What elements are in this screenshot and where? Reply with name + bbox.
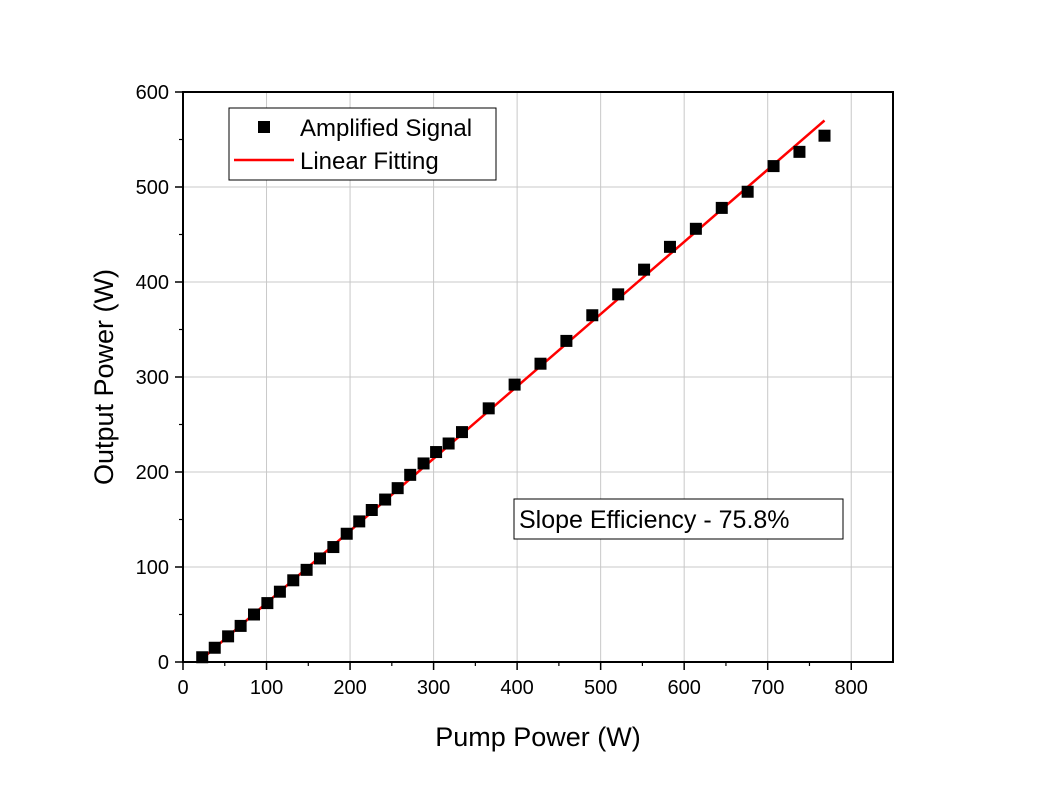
series: [196, 119, 831, 664]
slope-annotation: Slope Efficiency - 75.8%: [513, 498, 844, 540]
data-point: [455, 426, 468, 439]
y-tick-label: 100: [136, 557, 169, 579]
x-tick-label: 500: [584, 677, 617, 699]
legend-label-amplified-signal: Amplified Signal: [300, 115, 472, 142]
data-point: [689, 222, 702, 235]
data-point: [482, 402, 495, 415]
data-point: [404, 468, 417, 481]
x-tick-label: 700: [751, 677, 784, 699]
data-point: [287, 574, 300, 587]
data-point: [196, 651, 209, 664]
data-point: [560, 334, 573, 347]
tick-labels: 0 100 200 300 400 500 600 700 800 0 100 200 300 400 50…: [136, 82, 868, 699]
data-point: [313, 552, 326, 565]
data-point: [612, 288, 625, 301]
data-point: [818, 129, 831, 142]
data-point: [353, 515, 366, 528]
x-axis-title: Pump Power (W): [435, 722, 641, 752]
axis-ticks: [175, 91, 852, 670]
data-point: [327, 541, 340, 554]
data-point: [391, 482, 404, 495]
annotation-box: [513, 498, 844, 540]
data-point: [741, 185, 754, 198]
data-point: [793, 145, 806, 158]
data-point: [300, 563, 313, 576]
y-tick-label: 400: [136, 272, 169, 294]
data-point: [586, 309, 599, 322]
x-tick-label: 400: [500, 677, 533, 699]
data-point: [663, 240, 676, 253]
grid: [183, 92, 893, 662]
y-tick-label: 300: [136, 367, 169, 389]
x-tick-label: 0: [177, 677, 188, 699]
data-point: [340, 527, 353, 540]
y-axis-title: Output Power (W): [89, 269, 119, 485]
legend-marker-amplified-signal: [258, 121, 270, 133]
data-point: [222, 630, 235, 643]
x-tick-label: 600: [667, 677, 700, 699]
data-point: [365, 504, 378, 516]
legend: Amplified Signal Linear Fitting: [228, 107, 497, 181]
legend-label-linear-fitting: Linear Fitting: [300, 148, 439, 175]
data-point: [234, 619, 247, 632]
data-point: [442, 437, 455, 450]
data-point: [638, 263, 651, 276]
data-point: [208, 641, 221, 654]
data-point: [534, 357, 547, 370]
data-point: [417, 457, 430, 470]
data-point: [261, 597, 274, 610]
legend-box: [228, 107, 497, 181]
data-point: [379, 493, 392, 506]
data-point: [508, 378, 521, 391]
x-tick-label: 300: [417, 677, 450, 699]
data-point: [248, 608, 260, 621]
y-tick-label: 500: [136, 177, 169, 199]
x-tick-label: 800: [835, 677, 868, 699]
annotation-text: Slope Efficiency - 75.8%: [519, 506, 790, 534]
data-point: [715, 201, 728, 214]
y-tick-label: 600: [136, 82, 169, 104]
x-tick-label: 200: [333, 677, 366, 699]
y-tick-label: 0: [158, 652, 169, 674]
data-point: [767, 160, 780, 173]
y-tick-label: 200: [136, 462, 169, 484]
data-point: [430, 446, 443, 459]
x-tick-label: 100: [250, 677, 283, 699]
data-point: [273, 585, 286, 598]
